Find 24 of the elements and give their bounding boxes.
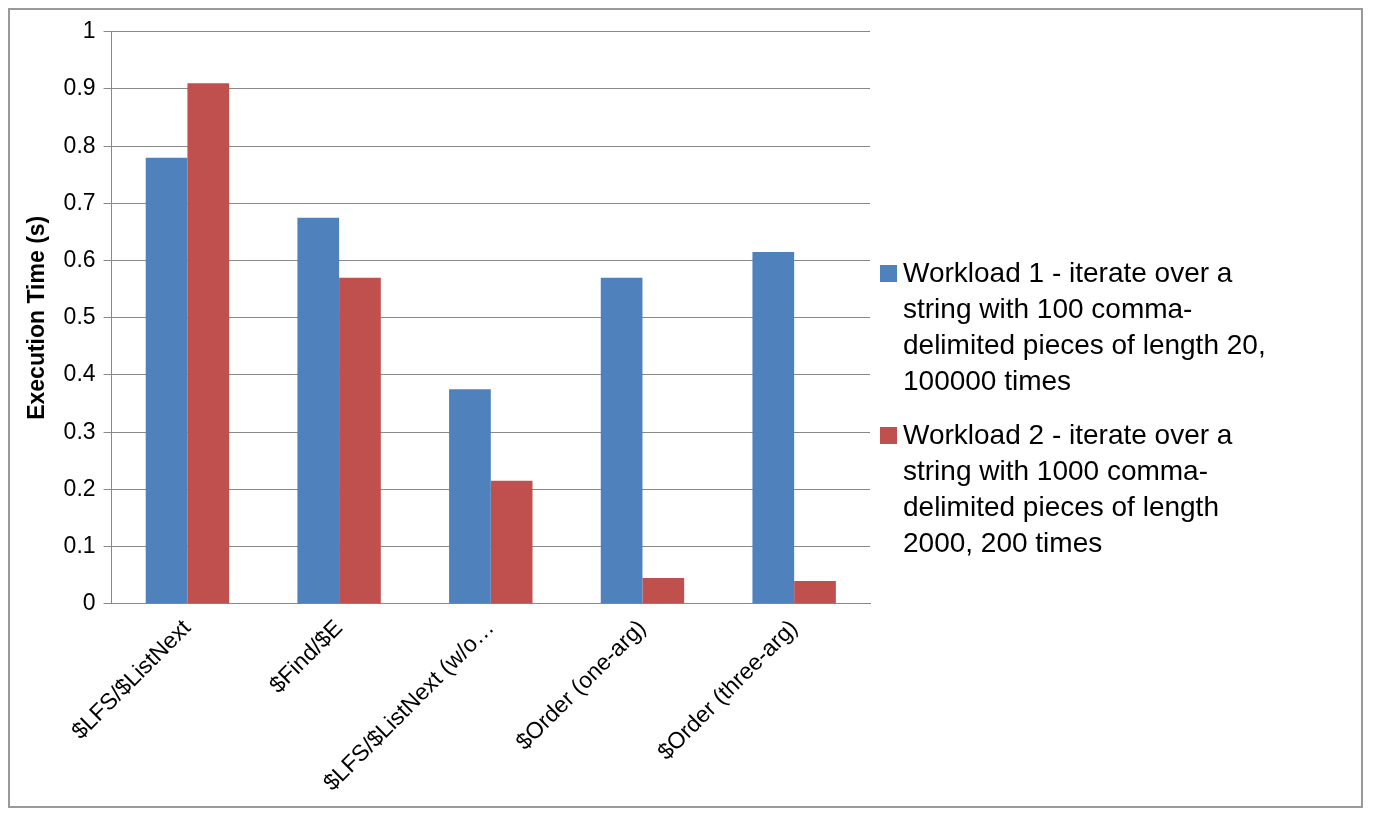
y-tick-label: 0.9 <box>63 74 96 101</box>
y-tick-label: 0.5 <box>63 303 96 330</box>
y-tick-label: 0.7 <box>63 188 96 215</box>
bar <box>297 217 340 604</box>
y-axis-title: Execution Time (s) <box>23 215 50 420</box>
bar <box>642 578 685 604</box>
bar <box>145 157 188 604</box>
bar <box>794 580 836 604</box>
legend-label: Workload 1 - iterate over a string with 100 comma-delimited pieces of length 20, 100000 times <box>903 256 1267 398</box>
y-tick-label: 0.6 <box>63 245 96 272</box>
bar <box>752 252 795 604</box>
bar <box>490 480 533 604</box>
y-tick-label: 0 <box>82 589 96 616</box>
y-tick-label: 0.3 <box>63 417 96 444</box>
bar <box>187 83 230 604</box>
y-tick-label: 1 <box>82 17 96 44</box>
bar <box>339 277 381 604</box>
y-tick-label: 0.1 <box>63 531 96 558</box>
legend-label: Workload 2 - iterate over a string with 1000 comma-delimited pieces of length 2000, 200 times <box>903 418 1234 560</box>
y-tick-label: 0.2 <box>63 474 96 501</box>
bar <box>449 389 491 604</box>
y-tick-label: 0.4 <box>63 360 96 387</box>
y-tick-label: 0.8 <box>63 131 96 158</box>
bar <box>600 277 643 604</box>
